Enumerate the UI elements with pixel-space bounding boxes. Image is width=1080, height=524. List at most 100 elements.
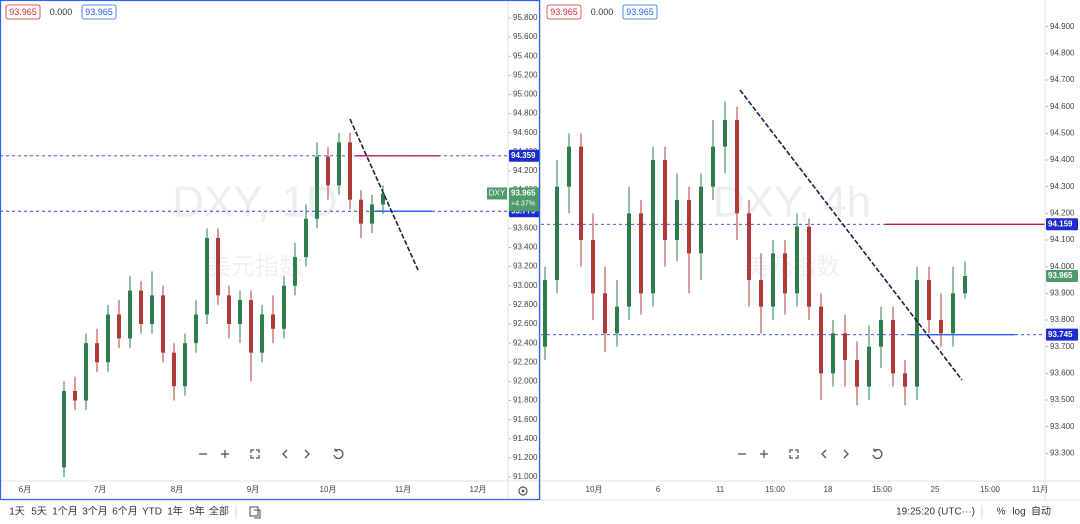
y-tick-label: 91.600 <box>513 415 538 424</box>
candle-body <box>687 200 691 254</box>
zoom-in-button[interactable] <box>215 444 235 464</box>
candle-body <box>161 295 165 353</box>
x-tick-label: 18 <box>824 485 833 494</box>
scale-option[interactable]: % <box>997 507 1006 518</box>
y-tick-label: 92.000 <box>513 377 538 386</box>
candle-body <box>831 333 835 374</box>
candle-body <box>879 320 883 347</box>
range-button[interactable]: 1个月 <box>52 506 78 518</box>
range-button[interactable]: 5天 <box>31 507 47 518</box>
y-tick-label: 93.600 <box>513 223 538 232</box>
candle-body <box>216 237 220 296</box>
watermark: DXY, 4h <box>713 178 871 227</box>
candle-body <box>282 285 286 329</box>
y-tick-label: 93.400 <box>1050 422 1075 431</box>
candle-body <box>260 314 264 353</box>
y-tick-label: 93.800 <box>1050 315 1075 324</box>
watermark: DXY, 1D <box>172 178 338 227</box>
y-tick-label: 94.600 <box>513 128 538 137</box>
candle-body <box>783 253 787 294</box>
candle-body <box>359 199 363 224</box>
range-button[interactable]: 全部 <box>209 505 229 518</box>
y-tick-label: 95.600 <box>513 32 538 41</box>
candle-body <box>603 293 607 334</box>
x-tick-label: 8月 <box>171 485 183 494</box>
scroll-left-button[interactable] <box>275 444 295 464</box>
active-panel-frame <box>0 0 541 501</box>
y-tick-label: 93.300 <box>1050 448 1075 457</box>
clock[interactable]: 19:25:20 (UTC···) <box>896 507 975 518</box>
candle-body <box>747 213 751 280</box>
range-button[interactable]: 1天 <box>9 507 25 518</box>
candle-body <box>348 142 352 200</box>
candle-body <box>172 352 176 387</box>
candle-body <box>150 295 154 325</box>
price-tag <box>509 187 541 212</box>
price-level-tag <box>1046 218 1078 231</box>
y-tick-label: 94.300 <box>1050 182 1075 191</box>
candle-body <box>227 295 231 325</box>
y-tick-label: 93.500 <box>1050 395 1075 404</box>
scale-option[interactable]: log <box>1012 507 1025 518</box>
candle-body <box>651 160 655 294</box>
x-tick-label: 11月 <box>1032 485 1048 494</box>
x-tick-label: 10月 <box>320 485 337 494</box>
candle-body <box>194 314 198 344</box>
scroll-right-button[interactable] <box>297 444 317 464</box>
y-tick-label: 91.200 <box>513 453 538 462</box>
y-tick-label: 94.200 <box>513 166 538 175</box>
candle-body <box>639 213 643 294</box>
reset-view-button[interactable] <box>245 444 265 464</box>
range-button[interactable]: 5年 <box>189 505 205 518</box>
settings-button[interactable] <box>518 486 528 496</box>
reset-button[interactable] <box>328 444 348 464</box>
range-button[interactable]: 6个月 <box>112 506 138 518</box>
header-value: 93.965 <box>626 7 654 17</box>
y-tick-label: 93.400 <box>513 243 538 252</box>
range-button[interactable]: 1年 <box>167 505 183 518</box>
candle-body <box>381 193 385 205</box>
candle-body <box>855 360 859 387</box>
y-tick-label: 94.000 <box>1050 262 1075 271</box>
candle-body <box>95 343 99 363</box>
range-button[interactable]: 3个月 <box>82 506 108 518</box>
watermarks: DXY, 1D 美元指数 DXY, 4h 美元指数 <box>172 178 871 281</box>
compare-button[interactable] <box>249 506 261 519</box>
candle-body <box>337 142 341 186</box>
price-level-label: 94.159 <box>1048 219 1073 228</box>
y-tick-label: 93.900 <box>1050 288 1075 297</box>
candle-body <box>675 200 679 240</box>
watermark-sub: 美元指数 <box>744 253 840 280</box>
y-tick-label: 94.700 <box>1050 75 1075 84</box>
candle-body <box>543 280 547 347</box>
price-level-tag <box>1046 328 1078 341</box>
x-tick-label: 11 <box>716 485 725 494</box>
zoom-out-button[interactable] <box>193 444 213 464</box>
candle-body <box>939 320 943 334</box>
candle-body <box>951 293 955 334</box>
candle-body <box>771 253 775 307</box>
x-tick-label: 25 <box>931 485 940 494</box>
price-level-label: 93.745 <box>1048 330 1073 339</box>
candle-body <box>663 160 667 240</box>
header-chip <box>622 4 658 20</box>
x-tick-label: 15:00 <box>872 485 893 494</box>
header-value: 0.000 <box>591 7 614 17</box>
candle-body <box>807 226 811 307</box>
trend-line[interactable] <box>739 89 963 381</box>
y-tick-label: 93.700 <box>1050 342 1075 351</box>
x-tick-label: 15:00 <box>980 485 1001 494</box>
y-tick-label: 94.600 <box>1050 102 1075 111</box>
range-button[interactable]: YTD <box>142 507 162 518</box>
x-tick-label: 15:00 <box>765 485 786 494</box>
candle-body <box>183 343 187 387</box>
candle-body <box>579 146 583 240</box>
candle-body <box>867 346 871 387</box>
change-label: +4.37% <box>511 200 535 207</box>
candle-body <box>915 280 919 387</box>
candle-body <box>326 156 330 186</box>
y-tick-label: 92.800 <box>513 300 538 309</box>
scale-option[interactable]: 自动 <box>1031 505 1051 518</box>
y-tick-label: 94.900 <box>1050 22 1075 31</box>
candle-body <box>699 186 703 254</box>
